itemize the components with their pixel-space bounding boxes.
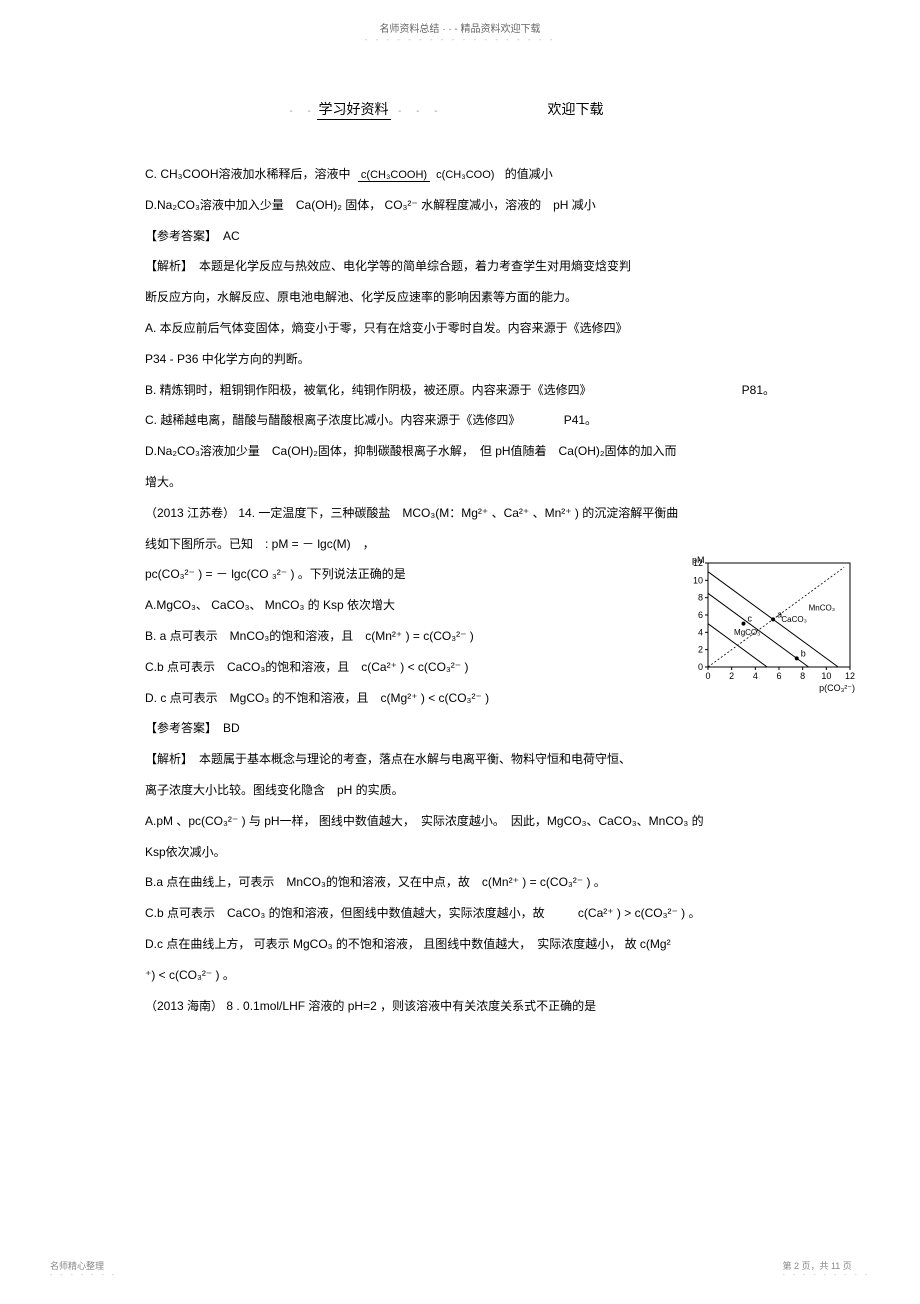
svg-text:8: 8 <box>800 671 805 681</box>
svg-text:CaCO₃: CaCO₃ <box>781 615 806 624</box>
svg-text:pM: pM <box>692 555 705 565</box>
analysis-1a: 【解析】 本题是化学反应与热效应、电化学等的简单综合题，着力考查学生对用熵变焓变… <box>145 252 775 281</box>
svg-text:MnCO₃: MnCO₃ <box>809 604 835 613</box>
svg-text:6: 6 <box>698 610 703 620</box>
explain2-a1: A.pM 、pc(CO₃²⁻ ) 与 pH一样， 图线中数值越大， 实际浓度越小… <box>145 807 775 836</box>
footer-right: 第 2 页，共 11 页 - - - - - - - - - <box>782 1259 870 1279</box>
frac-bot: c(CH₃COO) <box>433 169 497 181</box>
footer-right-text: 第 2 页，共 11 页 <box>782 1259 870 1272</box>
page-header: 名师资料总结 · · - 精品资料欢迎下载 - - - - - - - - - … <box>0 0 920 44</box>
title-dashes: - - - - - - - - - <box>289 106 443 117</box>
question-14: （2013 江苏卷） 14. 一定温度下，三种碳酸盐 MCO₃(M：Mg²⁺ 、… <box>145 499 775 528</box>
analysis-1b: 断反应方向，水解反应、原电池电解池、化学反应速率的影响因素等方面的能力。 <box>145 283 775 312</box>
answer-2: 【参考答案】 BD <box>145 714 775 743</box>
footer-right-dots: - - - - - - - - - <box>782 1272 870 1279</box>
title-right: 欢迎下载 <box>547 99 603 119</box>
explain-d1: D.Na₂CO₃溶液加少量 Ca(OH)₂固体，抑制碳酸根离子水解， 但 pH值… <box>145 437 775 466</box>
frac-top: c(CH₃COOH) <box>358 169 430 182</box>
explain-b: B. 精炼铜时，粗铜铜作阳极，被氧化，纯铜作阴极，被还原。内容来源于《选修四》 … <box>145 376 775 405</box>
svg-text:b: b <box>801 648 806 658</box>
svg-text:10: 10 <box>821 671 831 681</box>
chart-svg: 024681012024681012pMp(CO₃²⁻)MnCO₃CaCO₃Mg… <box>680 555 860 695</box>
para-c: C. CH₃COOH溶液加水稀释后，溶液中 c(CH₃COOH) c(CH₃CO… <box>145 160 775 189</box>
svg-text:2: 2 <box>729 671 734 681</box>
question-8: （2013 海南） 8 . 0.1mol/LHF 溶液的 pH=2 ，则该溶液中… <box>145 992 775 1021</box>
svg-text:10: 10 <box>693 575 703 585</box>
footer-left-dots: - - - - - - - <box>50 1272 117 1279</box>
svg-text:0: 0 <box>705 671 710 681</box>
para-d: D.Na₂CO₃溶液中加入少量 Ca(OH)₂ 固体， CO₃²⁻ 水解程度减小… <box>145 191 775 220</box>
svg-text:8: 8 <box>698 593 703 603</box>
answer-1: 【参考答案】 AC <box>145 222 775 251</box>
svg-text:2: 2 <box>698 645 703 655</box>
svg-text:0: 0 <box>698 662 703 672</box>
header-dots: - - - - - - - - - - - - - - - - - - <box>0 35 920 44</box>
explain2-a2: Ksp依次减小。 <box>145 838 775 867</box>
explain2-d2: ⁺) < c(CO₃²⁻ ) 。 <box>145 961 775 990</box>
p9: C. 越稀越电离，醋酸与醋酸根离子浓度比减小。内容来源于《选修四》 <box>145 413 520 427</box>
solubility-chart: 024681012024681012pMp(CO₃²⁻)MnCO₃CaCO₃Mg… <box>680 555 860 695</box>
analysis-2a: 【解析】 本题属于基本概念与理论的考查，落点在水解与电离平衡、物料守恒和电荷守恒… <box>145 745 775 774</box>
explain-a1: A. 本反应前后气体变固体，熵变小于零，只有在焓变小于零时自发。内容来源于《选修… <box>145 314 775 343</box>
footer-left: 名师精心整理 - - - - - - - <box>50 1259 117 1279</box>
svg-text:MgCO₃: MgCO₃ <box>734 628 760 637</box>
p9r: P41。 <box>564 413 597 427</box>
header-text: 名师资料总结 · · - 精品资料欢迎下载 <box>0 20 920 35</box>
explain2-c: C.b 点可表示 CaCO₃ 的饱和溶液，但图线中数值越大，实际浓度越小，故 c… <box>145 899 775 928</box>
explain2-d1: D.c 点在曲线上方， 可表示 MgCO₃ 的不饱和溶液， 且图线中数值越大， … <box>145 930 775 959</box>
explain2-b: B.a 点在曲线上，可表示 MnCO₃的饱和溶液，又在中点，故 c(Mn²⁺ )… <box>145 868 775 897</box>
explain-c: C. 越稀越电离，醋酸与醋酸根离子浓度比减小。内容来源于《选修四》 P41。 <box>145 406 775 435</box>
analysis-2b: 离子浓度大小比较。图线变化隐含 pH 的实质。 <box>145 776 775 805</box>
explain-a2: P34 - P36 中化学方向的判断。 <box>145 345 775 374</box>
footer-left-text: 名师精心整理 <box>50 1259 117 1272</box>
svg-text:4: 4 <box>698 627 703 637</box>
p25r: c(Ca²⁺ ) > c(CO₃²⁻ ) 。 <box>578 906 701 920</box>
svg-text:p(CO₃²⁻): p(CO₃²⁻) <box>819 683 855 693</box>
svg-text:12: 12 <box>845 671 855 681</box>
svg-text:4: 4 <box>753 671 758 681</box>
svg-text:6: 6 <box>776 671 781 681</box>
p1b: 的值减小 <box>505 167 553 181</box>
p8: B. 精炼铜时，粗铜铜作阳极，被氧化，纯铜作阴极，被还原。内容来源于《选修四》 <box>145 383 592 397</box>
p8r: P81。 <box>742 376 775 405</box>
p1a: C. CH₃COOH溶液加水稀释后，溶液中 <box>145 167 351 181</box>
svg-text:c: c <box>748 614 753 624</box>
explain-d2: 增大。 <box>145 468 775 497</box>
svg-text:a: a <box>777 609 782 619</box>
fraction: c(CH₃COOH) c(CH₃COO) <box>358 169 498 181</box>
p25: C.b 点可表示 CaCO₃ 的饱和溶液，但图线中数值越大，实际浓度越小，故 <box>145 906 545 920</box>
page-title-row: 学习好资料 - - - - - - - - - 欢迎下载 <box>0 99 920 120</box>
